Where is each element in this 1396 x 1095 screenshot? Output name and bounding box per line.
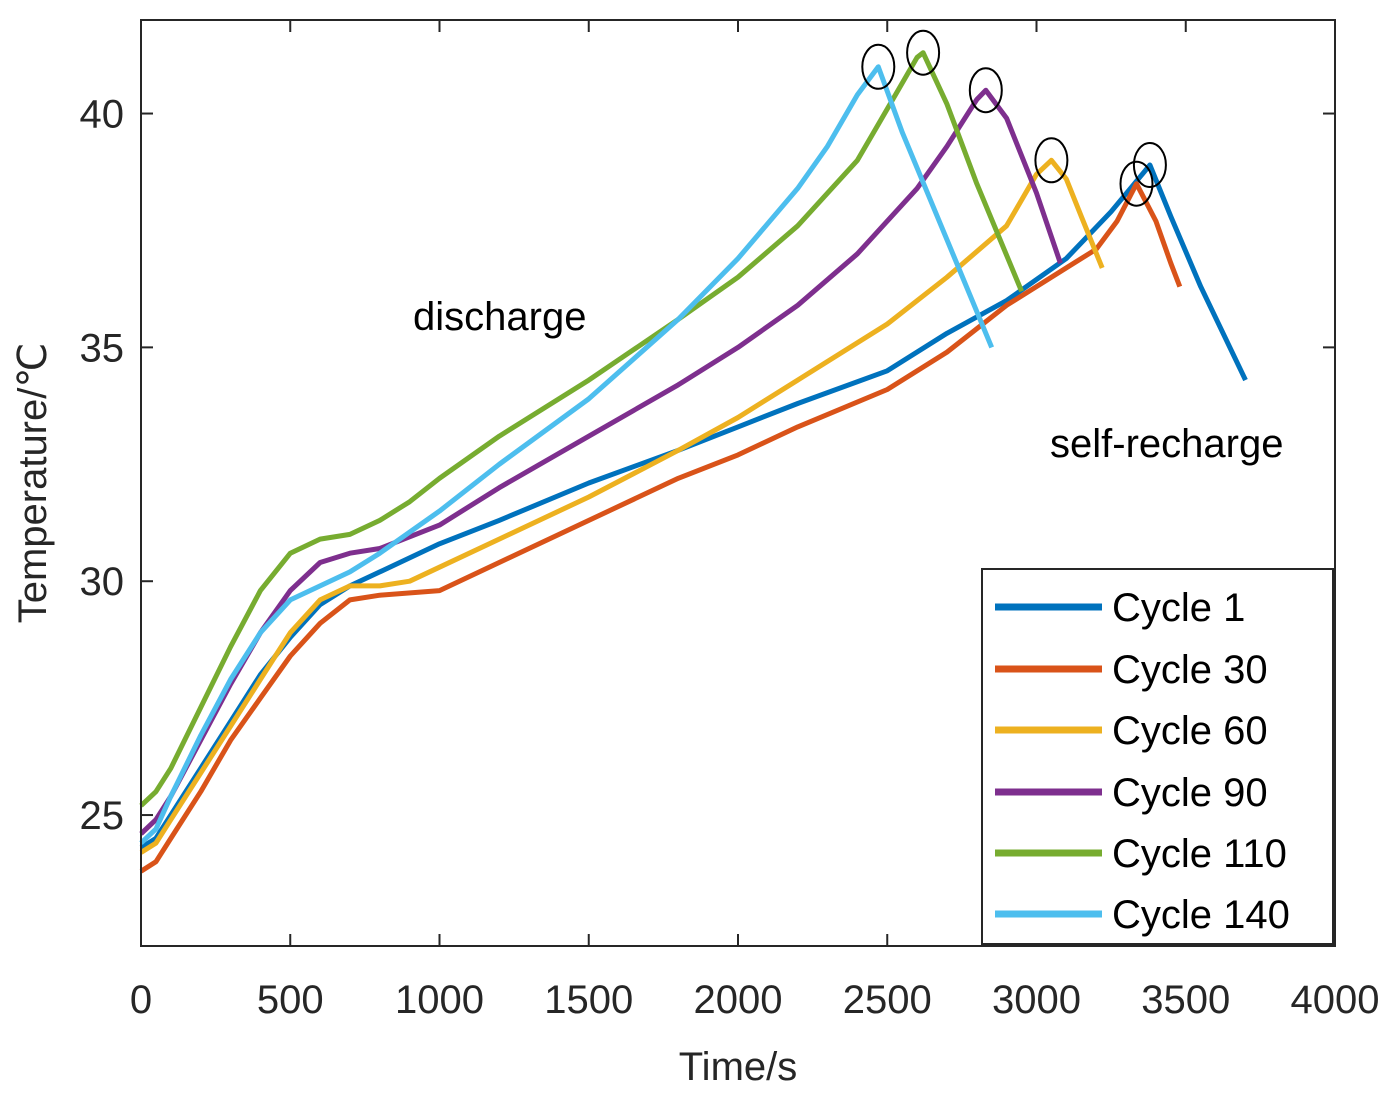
y-tick-label: 35 <box>80 326 125 370</box>
x-tick-label: 1500 <box>544 978 633 1022</box>
series-line-cycle-110 <box>139 50 1024 808</box>
series-line-cycle-140 <box>139 64 995 845</box>
legend-box <box>981 568 1334 945</box>
peak-marker-cycle-110 <box>906 29 941 76</box>
legend-label-cycle-60: Cycle 60 <box>1112 709 1268 753</box>
legend: Cycle 1 Cycle 30 Cycle 60 Cycle 90 Cycle… <box>981 568 1334 945</box>
peak-marker-cycle-140 <box>861 43 896 90</box>
series-line-cycle-30 <box>139 181 1183 874</box>
x-tick-label: 4000 <box>1291 978 1380 1022</box>
y-tick-label: 25 <box>80 794 125 838</box>
x-tick-label: 2000 <box>694 978 783 1022</box>
y-axis-label: Temperature/℃ <box>11 343 55 624</box>
peak-marker-cycle-90 <box>968 67 1003 114</box>
annotation-discharge: discharge <box>413 295 586 339</box>
x-tick-label: 0 <box>130 978 152 1022</box>
peak-marker-cycle-1 <box>1132 142 1167 188</box>
series-line-cycle-60 <box>139 157 1105 855</box>
peak-marker-cycle-30 <box>1119 160 1154 207</box>
legend-label-cycle-90: Cycle 90 <box>1112 771 1268 815</box>
y-tick-label: 40 <box>80 93 125 137</box>
x-tick-label: 1000 <box>395 978 484 1022</box>
x-tick-label: 2500 <box>843 978 932 1022</box>
peak-marker-cycle-60 <box>1034 137 1069 184</box>
legend-label-cycle-1: Cycle 1 <box>1112 586 1245 630</box>
y-axis: 25 30 35 40 <box>80 93 1335 838</box>
series-layer <box>139 50 1248 874</box>
x-axis: 0 500 1000 1500 2000 2500 3000 3500 4000 <box>130 20 1380 1022</box>
series-line-cycle-1 <box>139 162 1248 850</box>
annotation-self-recharge: self-recharge <box>1050 422 1283 466</box>
x-tick-label: 3000 <box>992 978 1081 1022</box>
x-axis-label: Time/s <box>679 1045 798 1089</box>
x-tick-label: 500 <box>257 978 324 1022</box>
x-tick-label: 3500 <box>1141 978 1230 1022</box>
legend-label-cycle-30: Cycle 30 <box>1112 648 1268 692</box>
legend-label-cycle-110: Cycle 110 <box>1112 832 1287 876</box>
y-tick-label: 30 <box>80 560 125 604</box>
peak-markers <box>861 29 1167 207</box>
legend-label-cycle-140: Cycle 140 <box>1112 893 1290 937</box>
